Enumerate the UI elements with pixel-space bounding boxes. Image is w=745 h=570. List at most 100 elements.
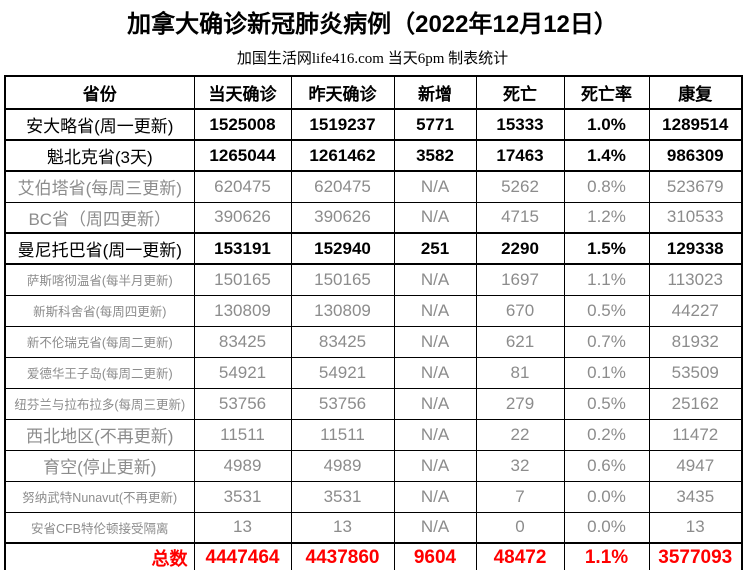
yesterday-cell: 1519237 [290,108,395,141]
today-cell: 13 [193,511,292,544]
table-row: 努纳武特Nunavut(不再更新) 3531 3531 N/A 7 0.0% 3435 [4,480,743,513]
province-cell: 育空(停止更新) [4,449,195,482]
new-cell: 3582 [393,139,477,172]
table-row: 安大略省(周一更新) 1525008 1519237 5771 15333 1.0% 128… [4,108,743,141]
yesterday-cell: 150165 [290,263,395,296]
yesterday-cell: 83425 [290,325,395,358]
death-rate-cell: 0.0% [563,511,650,544]
yesterday-cell: 152940 [290,232,395,265]
recovered-cell: 81932 [648,325,743,358]
yesterday-cell: 4989 [290,449,395,482]
recovered-cell: 13 [648,511,743,544]
header-yesterday-confirmed: 昨天确诊 [290,75,395,110]
yesterday-cell: 130809 [290,294,395,327]
new-cell: N/A [393,449,477,482]
death-rate-cell: 1.5% [563,232,650,265]
recovered-cell: 53509 [648,356,743,389]
table-row: 新斯科舍省(每周四更新) 130809 130809 N/A 670 0.5% 44227 [4,294,743,327]
deaths-cell: 7 [475,480,565,513]
total-yesterday: 4437860 [290,542,395,570]
province-cell: 努纳武特Nunavut(不再更新) [4,480,195,513]
province-cell: 萨斯喀彻温省(每半月更新) [4,263,195,296]
province-cell: 安大略省(周一更新) [4,108,195,141]
recovered-cell: 25162 [648,387,743,420]
death-rate-cell: 0.2% [563,418,650,451]
total-label: 总数 [4,542,195,570]
yesterday-cell: 1261462 [290,139,395,172]
table-row: 西北地区(不再更新) 11511 11511 N/A 22 0.2% 11472 [4,418,743,451]
recovered-cell: 129338 [648,232,743,265]
yesterday-cell: 390626 [290,201,395,234]
new-cell: N/A [393,325,477,358]
new-cell: N/A [393,356,477,389]
province-cell: 爱德华王子岛(每周二更新) [4,356,195,389]
province-cell: 安省CFB特伦顿接受隔离 [4,511,195,544]
deaths-cell: 670 [475,294,565,327]
new-cell: N/A [393,263,477,296]
death-rate-cell: 0.6% [563,449,650,482]
deaths-cell: 15333 [475,108,565,141]
yesterday-cell: 3531 [290,480,395,513]
table-row: 魁北克省(3天) 1265044 1261462 3582 17463 1.4% 98630… [4,139,743,172]
province-cell: BC省（周四更新） [4,201,195,234]
recovered-cell: 3435 [648,480,743,513]
header-today-confirmed: 当天确诊 [193,75,292,110]
total-row: 总数 4447464 4437860 9604 48472 1.1% 35770… [4,542,743,570]
total-recovered: 3577093 [648,542,743,570]
province-cell: 西北地区(不再更新) [4,418,195,451]
today-cell: 1265044 [193,139,292,172]
deaths-cell: 81 [475,356,565,389]
recovered-cell: 11472 [648,418,743,451]
deaths-cell: 621 [475,325,565,358]
page-title: 加拿大确诊新冠肺炎病例（2022年12月12日） [127,11,618,38]
new-cell: N/A [393,387,477,420]
death-rate-cell: 1.4% [563,139,650,172]
header-province: 省份 [4,75,195,110]
table-row: 新不伦瑞克省(每周二更新) 83425 83425 N/A 621 0.7% 81932 [4,325,743,358]
province-cell: 曼尼托巴省(周一更新) [4,232,195,265]
death-rate-cell: 0.5% [563,294,650,327]
new-cell: 251 [393,232,477,265]
yesterday-cell: 11511 [290,418,395,451]
death-rate-cell: 1.1% [563,263,650,296]
today-cell: 620475 [193,170,292,203]
today-cell: 390626 [193,201,292,234]
today-cell: 53756 [193,387,292,420]
today-cell: 83425 [193,325,292,358]
death-rate-cell: 0.5% [563,387,650,420]
new-cell: N/A [393,201,477,234]
deaths-cell: 4715 [475,201,565,234]
header-death-rate: 死亡率 [563,75,650,110]
deaths-cell: 22 [475,418,565,451]
today-cell: 4989 [193,449,292,482]
total-death-rate: 1.1% [563,542,650,570]
table-row: 爱德华王子岛(每周二更新) 54921 54921 N/A 81 0.1% 53509 [4,356,743,389]
province-cell: 魁北克省(3天) [4,139,195,172]
table-row: 艾伯塔省(每周三更新) 620475 620475 N/A 5262 0.8% 523679 [4,170,743,203]
yesterday-cell: 620475 [290,170,395,203]
page-subtitle: 加国生活网life416.com 当天6pm 制表统计 [236,51,509,67]
death-rate-cell: 1.2% [563,201,650,234]
header-deaths: 死亡 [475,75,565,110]
recovered-cell: 44227 [648,294,743,327]
new-cell: N/A [393,170,477,203]
table-row: BC省（周四更新） 390626 390626 N/A 4715 1.2% 310533 [4,201,743,234]
province-cell: 新不伦瑞克省(每周二更新) [4,325,195,358]
today-cell: 130809 [193,294,292,327]
table-row: 育空(停止更新) 4989 4989 N/A 32 0.6% 4947 [4,449,743,482]
table-row: 纽芬兰与拉布拉多(每周三更新) 53756 53756 N/A 279 0.5% 25162 [4,387,743,420]
table-row: 曼尼托巴省(周一更新) 153191 152940 251 2290 1.5% 129338 [4,232,743,265]
deaths-cell: 1697 [475,263,565,296]
recovered-cell: 310533 [648,201,743,234]
new-cell: N/A [393,294,477,327]
yesterday-cell: 54921 [290,356,395,389]
new-cell: N/A [393,511,477,544]
recovered-cell: 4947 [648,449,743,482]
total-new: 9604 [393,542,477,570]
recovered-cell: 986309 [648,139,743,172]
yesterday-cell: 53756 [290,387,395,420]
table-header-row: 省份 当天确诊 昨天确诊 新增 死亡 死亡率 康复 [4,75,743,110]
deaths-cell: 5262 [475,170,565,203]
covid-stats-table: 省份 当天确诊 昨天确诊 新增 死亡 死亡率 康复 安大略省(周一更新) 1525… [4,75,743,570]
table-row: 安省CFB特伦顿接受隔离 13 13 N/A 0 0.0% 13 [4,511,743,544]
